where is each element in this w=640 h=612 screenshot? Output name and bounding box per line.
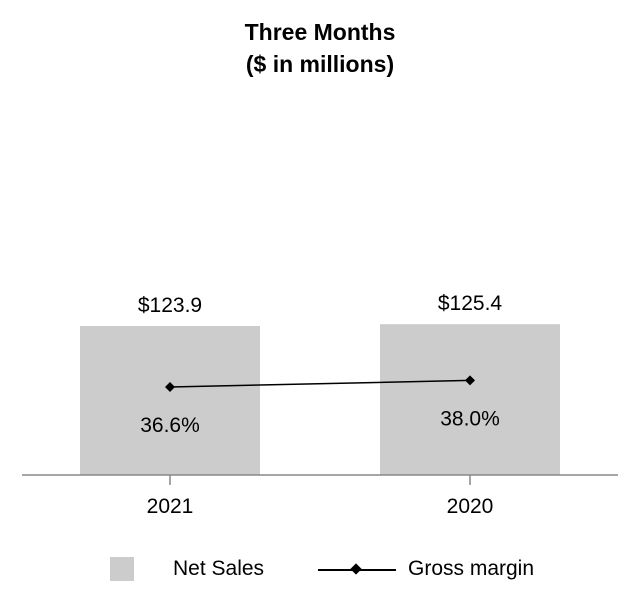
point-label-gross-margin-2020: 38.0% (440, 407, 500, 430)
bar-value-label-2020: $125.4 (438, 292, 503, 315)
point-gross-margin-2020 (465, 375, 475, 386)
legend-label-gross-margin: Gross margin (408, 557, 535, 580)
legend: Net Sales Gross margin (0, 555, 640, 585)
bar-value-label-2021: $123.9 (138, 294, 202, 317)
legend-marker-gross-margin (350, 563, 362, 575)
bar-net-sales-2020 (380, 324, 560, 475)
x-tick-label-2020: 2020 (447, 495, 494, 518)
point-gross-margin-2021 (165, 382, 175, 392)
point-label-gross-margin-2021: 36.6% (140, 414, 200, 437)
bar-net-sales-2021 (80, 326, 260, 475)
legend-label-net-sales: Net Sales (173, 557, 265, 580)
x-tick-label-2021: 2021 (147, 495, 194, 518)
chart-subtitle: ($ in millions) (245, 51, 395, 77)
chart-title: Three Months (244, 19, 396, 45)
legend-swatch-net-sales (110, 557, 134, 581)
series-line-gross-margin (169, 379, 471, 388)
